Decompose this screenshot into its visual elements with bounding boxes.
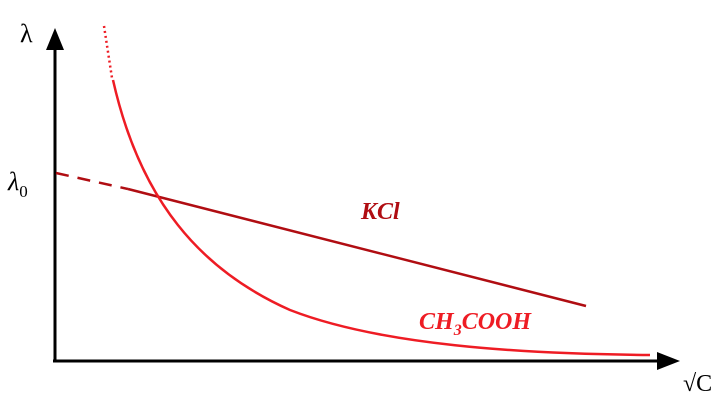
y-axis-label: λ	[20, 19, 33, 48]
kcl-line	[127, 187, 587, 308]
lambda-zero-subscript: 0	[19, 182, 28, 201]
lambda-zero-label: λ0	[7, 167, 28, 201]
kcl-label: KCl	[360, 199, 400, 225]
ch3cooh-curve	[111, 79, 651, 357]
kcl-extrapolation-dashed	[55, 171, 129, 191]
ch3cooh-label-suffix: COOH	[462, 309, 533, 335]
y-axis-arrowhead	[46, 28, 64, 50]
ch3cooh-label-prefix: CH	[419, 309, 455, 335]
ch3cooh-curve-dotted	[102, 25, 114, 79]
ch3cooh-label-subscript: 3	[453, 322, 462, 339]
lambda-zero-symbol: λ	[7, 167, 19, 196]
ch3cooh-label: CH3COOH	[419, 309, 532, 339]
x-axis-arrowhead	[657, 352, 680, 370]
x-axis-label: √C	[683, 371, 712, 396]
